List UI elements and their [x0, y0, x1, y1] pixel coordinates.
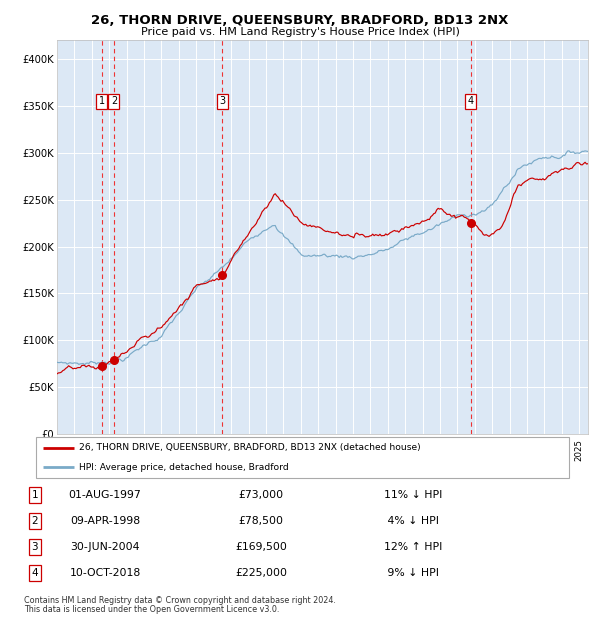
Text: £169,500: £169,500	[235, 542, 287, 552]
Text: 10-OCT-2018: 10-OCT-2018	[70, 568, 140, 578]
Text: This data is licensed under the Open Government Licence v3.0.: This data is licensed under the Open Gov…	[24, 605, 280, 614]
Text: 9% ↓ HPI: 9% ↓ HPI	[384, 568, 439, 578]
Text: 12% ↑ HPI: 12% ↑ HPI	[384, 542, 442, 552]
Text: 2: 2	[111, 96, 117, 106]
Text: 01-AUG-1997: 01-AUG-1997	[68, 490, 142, 500]
Text: 4: 4	[468, 96, 474, 106]
Text: £225,000: £225,000	[235, 568, 287, 578]
Text: Price paid vs. HM Land Registry's House Price Index (HPI): Price paid vs. HM Land Registry's House …	[140, 27, 460, 37]
Text: 1: 1	[99, 96, 105, 106]
Text: 1: 1	[31, 490, 38, 500]
FancyBboxPatch shape	[36, 437, 569, 478]
Text: £73,000: £73,000	[238, 490, 284, 500]
Text: 30-JUN-2004: 30-JUN-2004	[70, 542, 140, 552]
Text: 26, THORN DRIVE, QUEENSBURY, BRADFORD, BD13 2NX (detached house): 26, THORN DRIVE, QUEENSBURY, BRADFORD, B…	[79, 443, 421, 453]
Text: Contains HM Land Registry data © Crown copyright and database right 2024.: Contains HM Land Registry data © Crown c…	[24, 596, 336, 606]
Text: 2: 2	[31, 516, 38, 526]
Text: 4: 4	[31, 568, 38, 578]
Text: HPI: Average price, detached house, Bradford: HPI: Average price, detached house, Brad…	[79, 463, 289, 472]
Text: 09-APR-1998: 09-APR-1998	[70, 516, 140, 526]
Text: 3: 3	[31, 542, 38, 552]
Text: 26, THORN DRIVE, QUEENSBURY, BRADFORD, BD13 2NX: 26, THORN DRIVE, QUEENSBURY, BRADFORD, B…	[91, 14, 509, 27]
Text: 3: 3	[220, 96, 226, 106]
Text: £78,500: £78,500	[239, 516, 284, 526]
Text: 11% ↓ HPI: 11% ↓ HPI	[384, 490, 442, 500]
Text: 4% ↓ HPI: 4% ↓ HPI	[384, 516, 439, 526]
